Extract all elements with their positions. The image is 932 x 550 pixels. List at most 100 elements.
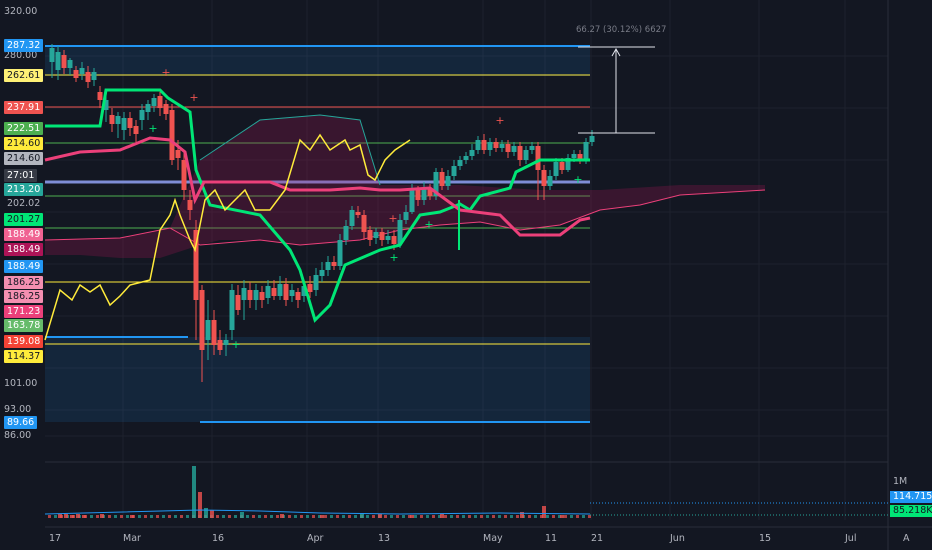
price-label: 237.91 [4,101,44,114]
volume-bar [432,515,435,518]
volume-bar [444,515,447,518]
candle [145,104,151,112]
measure-arrowhead [611,47,621,57]
signal-marker: + [161,66,170,79]
volume-bar [270,515,273,518]
candle [589,136,595,142]
candle [577,154,583,160]
signal-marker: + [424,218,433,231]
volume-bar [480,515,483,518]
volume-bar [126,515,129,518]
volume-bar [426,515,429,518]
volume-bar [320,515,324,518]
volume-bar [246,515,249,518]
volume-bar [564,515,567,518]
volume-bar [560,515,564,518]
candle [505,144,511,152]
candle [49,48,55,62]
volume-bar [528,515,531,518]
volume-bar [252,515,255,518]
volume-bar [64,514,68,518]
price-label: 114.37 [4,350,44,363]
candle [307,284,313,292]
price-tick: 86.00 [4,430,32,441]
candle [73,70,79,78]
volume-bar [414,515,417,518]
ichimoku-cloud [45,115,765,258]
volume-bar [156,515,159,518]
candle [361,215,367,232]
tenkan-line [44,136,591,237]
candle [517,146,523,160]
volume-bar [138,515,141,518]
volume-bar [582,515,585,518]
candle [127,118,133,128]
kijun-line [45,88,590,323]
auto-scale-button[interactable]: A [903,533,910,544]
price-label: 27:01 [4,169,38,182]
price-tick: 280.00 [4,50,38,61]
price-label: 188.49 [4,260,44,273]
candle [511,146,517,152]
price-label: 222.51 [4,122,44,135]
candle [367,230,373,240]
volume-bar [576,515,579,518]
volume-bar [280,514,284,518]
volume-bar [108,515,111,518]
candle [259,292,265,300]
volume-bar [96,515,99,518]
candle [541,170,547,186]
volume-bar [90,515,93,518]
candle [115,116,121,124]
candle [493,142,499,148]
candle [223,340,229,345]
signal-marker: + [389,251,398,264]
time-tick: Apr [307,533,324,544]
volume-bar [440,514,444,518]
volume-bar [70,515,74,518]
candle [325,262,331,270]
candle [67,60,73,68]
volume-bar [408,515,411,518]
candle [139,110,145,120]
volume-bar [150,515,153,518]
candle [121,118,127,130]
candle [277,284,283,296]
candle [193,230,199,300]
candle [301,286,307,296]
candle [469,150,475,156]
volume-tick: 1M [893,476,908,487]
volume-bar [486,515,489,518]
volume-bar [498,515,501,518]
volume-bar [168,515,171,518]
candle [481,140,487,150]
volume-bar [462,515,465,518]
volume-bar [192,466,196,518]
candle [499,144,505,148]
volume-bar [130,515,134,518]
volume-bar [396,515,399,518]
volume-bar [366,515,369,518]
volume-bar [570,515,573,518]
volume-bar [216,515,219,518]
time-tick: Mar [123,533,141,544]
volume-bar [222,515,225,518]
signal-marker: + [189,91,198,104]
candle [565,158,571,170]
candle [547,176,553,186]
candle [283,284,289,300]
volume-bar [330,515,333,518]
volume-bar [240,512,244,518]
volume-ma [44,509,591,515]
candle [379,232,385,240]
price-label: 163.78 [4,319,44,332]
volume-bar [48,515,51,518]
volume-bar [438,515,441,518]
volume-bar [456,515,459,518]
volume-bar [468,515,471,518]
volume-bar [410,515,414,518]
volume-bar [76,514,80,518]
candle [295,292,301,300]
volume-bar [492,515,495,518]
